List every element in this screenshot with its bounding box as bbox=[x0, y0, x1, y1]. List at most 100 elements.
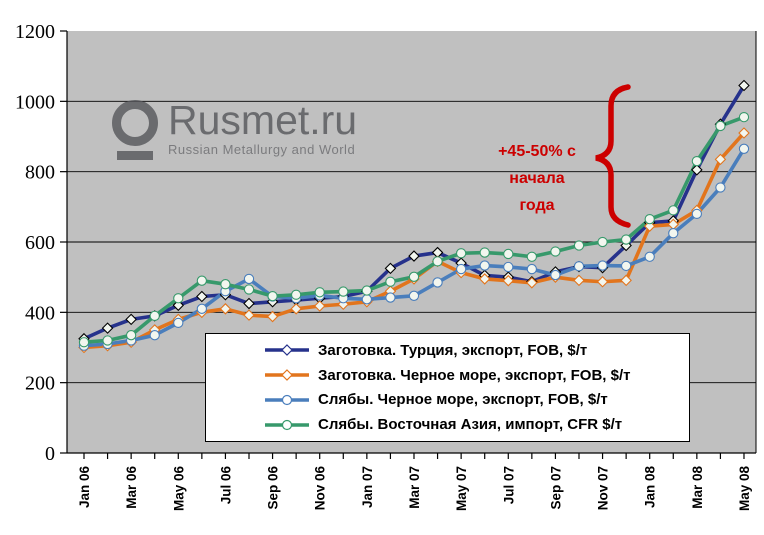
series-3-point-8 bbox=[267, 291, 278, 302]
series-3-point-28 bbox=[738, 112, 750, 123]
series-2-point-18 bbox=[503, 261, 514, 273]
x-tick-label-Mar-08: Mar 08 bbox=[690, 466, 705, 509]
series-2-point-26 bbox=[691, 208, 702, 220]
x-tick-label-Jul-06: Jul 06 bbox=[218, 466, 233, 505]
series-2-point-15 bbox=[432, 277, 443, 288]
series-2-point-14 bbox=[408, 290, 420, 301]
series-2-point-25 bbox=[668, 228, 679, 239]
x-tick-label-Jan-06: Jan 06 bbox=[77, 466, 92, 509]
series-3-point-5 bbox=[196, 275, 208, 286]
series-2-point-28 bbox=[738, 143, 750, 154]
chart-legend: Заготовка. Турция, экспорт, FOB, $/т Заго… bbox=[205, 333, 690, 442]
series-3-point-15 bbox=[432, 256, 443, 267]
series-0-point-26 bbox=[691, 164, 703, 176]
y-tick-label-1200: 1200 bbox=[15, 21, 55, 43]
legend-item-1: Заготовка. Черное море, экспорт, FOB, $/… bbox=[264, 367, 689, 384]
series-3-point-20 bbox=[550, 246, 561, 257]
x-tick-label-Mar-06: Mar 06 bbox=[124, 466, 139, 509]
series-2-point-17 bbox=[479, 260, 490, 271]
series-3-point-16 bbox=[455, 248, 467, 259]
annotation-line-1: +45-50% с bbox=[498, 143, 576, 160]
annotation-brace bbox=[595, 84, 631, 228]
series-1-point-28 bbox=[738, 127, 750, 139]
series-1-point-8 bbox=[266, 310, 279, 323]
series-3-point-25 bbox=[668, 205, 679, 216]
series-0-point-5 bbox=[196, 290, 208, 303]
series-1-point-27 bbox=[714, 153, 727, 166]
legend-label-0: Заготовка. Турция, экспорт, FOB, $/т bbox=[318, 341, 588, 359]
legend-item-3: Слябы. Восточная Азия, импорт, CFR $/т bbox=[264, 416, 689, 433]
y-tick-label-0: 0 bbox=[45, 443, 55, 465]
legend-label-3: Слябы. Восточная Азия, импорт, CFR $/т bbox=[318, 416, 623, 434]
series-2-point-5 bbox=[196, 303, 208, 314]
legend-swatch-circle-icon bbox=[265, 419, 309, 430]
series-3-point-17 bbox=[479, 247, 490, 258]
series-2-point-20 bbox=[550, 269, 561, 281]
series-2-point-24 bbox=[644, 251, 655, 262]
series-2-point-27 bbox=[715, 182, 726, 193]
x-tick-label-May-06: May 06 bbox=[171, 466, 186, 512]
annotation-line-3: года bbox=[519, 197, 555, 214]
x-tick-label-Sep-06: Sep 06 bbox=[266, 466, 281, 510]
series-1-point-21 bbox=[573, 274, 585, 287]
x-tick-label-Mar-07: Mar 07 bbox=[407, 466, 422, 509]
series-3-point-19 bbox=[526, 251, 537, 262]
series-3-point-7 bbox=[243, 284, 255, 295]
series-2-point-12 bbox=[361, 294, 373, 305]
y-tick-label-200: 200 bbox=[25, 373, 55, 395]
series-2-point-13 bbox=[385, 292, 396, 303]
growth-annotation: +45-50% с начала года bbox=[478, 138, 596, 219]
series-1-point-7 bbox=[243, 309, 255, 321]
series-3-point-24 bbox=[644, 213, 655, 225]
series-0-point-7 bbox=[243, 297, 255, 310]
y-tick-label-400: 400 bbox=[25, 302, 55, 324]
x-tick-label-Nov-07: Nov 07 bbox=[596, 466, 611, 510]
series-0-point-28 bbox=[738, 79, 750, 92]
series-3-point-3 bbox=[149, 310, 160, 321]
series-3-point-21 bbox=[573, 240, 585, 251]
x-tick-label-Sep-07: Sep 07 bbox=[548, 466, 563, 510]
series-3-point-0 bbox=[78, 337, 90, 348]
series-3-point-10 bbox=[314, 287, 325, 298]
series-3-point-22 bbox=[597, 236, 608, 248]
series-3-point-18 bbox=[503, 248, 514, 260]
series-3-point-11 bbox=[338, 286, 349, 297]
series-3-point-14 bbox=[408, 271, 420, 282]
y-tick-label-600: 600 bbox=[25, 232, 55, 254]
series-2-point-21 bbox=[573, 261, 585, 272]
series-1-point-17 bbox=[478, 273, 491, 285]
series-2-point-23 bbox=[620, 260, 632, 272]
legend-swatch-diamond-icon bbox=[265, 344, 309, 357]
x-tick-label-Jan-08: Jan 08 bbox=[643, 466, 658, 509]
series-0-point-13 bbox=[384, 262, 397, 275]
series-3-point-13 bbox=[385, 276, 396, 287]
legend-swatch-diamond-icon bbox=[265, 369, 309, 381]
series-2-point-16 bbox=[455, 263, 467, 275]
series-0-point-2 bbox=[125, 313, 137, 326]
legend-swatch-circle-icon bbox=[265, 394, 309, 405]
x-tick-label-Jan-07: Jan 07 bbox=[360, 466, 375, 508]
series-1-point-23 bbox=[620, 274, 632, 287]
series-3-point-27 bbox=[715, 120, 726, 132]
series-0-point-4 bbox=[172, 299, 185, 312]
series-0-point-14 bbox=[408, 250, 420, 262]
x-tick-label-May-07: May 07 bbox=[454, 466, 469, 511]
series-3-point-9 bbox=[290, 289, 302, 300]
series-2-point-3 bbox=[149, 330, 160, 341]
series-2-point-7 bbox=[243, 273, 255, 285]
legend-item-2: Слябы. Черное море, экспорт, FOB, $/т bbox=[264, 391, 689, 408]
series-2-point-4 bbox=[173, 317, 184, 329]
series-1-point-10 bbox=[313, 300, 326, 312]
series-3-point-2 bbox=[125, 330, 137, 341]
series-3-point-26 bbox=[691, 155, 702, 167]
series-1-point-19 bbox=[526, 277, 538, 289]
series-1-point-22 bbox=[596, 275, 609, 288]
x-tick-label-Jul-07: Jul 07 bbox=[501, 466, 516, 504]
series-2-point-22 bbox=[597, 260, 608, 271]
series-3-point-12 bbox=[361, 285, 373, 296]
series-1-point-9 bbox=[290, 303, 302, 315]
annotation-line-2: начала bbox=[509, 170, 565, 187]
y-tick-label-800: 800 bbox=[25, 162, 55, 184]
